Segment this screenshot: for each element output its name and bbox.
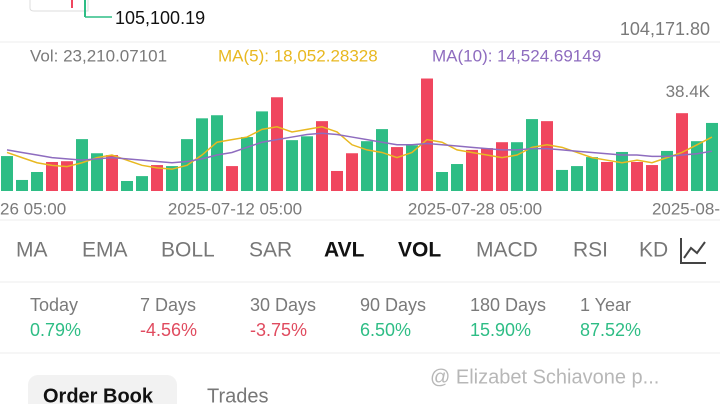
- volume-bar: [46, 161, 58, 191]
- volume-bar: [61, 161, 73, 191]
- volume-bar: [616, 151, 628, 191]
- chart-icon[interactable]: [680, 238, 706, 264]
- x-tick-label: 2025-07-28 05:00: [408, 199, 542, 218]
- x-tick-label: 2025-08-: [652, 199, 720, 218]
- volume-bar: [1, 156, 13, 191]
- indicator-tab[interactable]: BOLL: [161, 239, 215, 262]
- period-label: 180 Days: [470, 295, 546, 315]
- indicator-tab[interactable]: MA: [16, 239, 48, 262]
- x-tick-label: 2025-07-12 05:00: [168, 199, 302, 218]
- volume-bar: [151, 165, 163, 191]
- volume-bar: [421, 78, 433, 191]
- low-price: 105,100.19: [115, 8, 205, 28]
- volume-bar: [301, 136, 313, 191]
- volume-bar: [586, 157, 598, 191]
- volume-bar: [511, 142, 523, 191]
- volume-bar: [91, 153, 103, 191]
- volume-bar: [541, 121, 553, 191]
- indicator-tab[interactable]: RSI: [573, 239, 608, 262]
- y-tick-label: 38.4K: [666, 82, 711, 101]
- volume-bar: [436, 171, 448, 191]
- period-change: 15.90%: [470, 320, 531, 340]
- volume-bar: [451, 164, 463, 191]
- volume-bar: [211, 115, 223, 191]
- volume-bar: [601, 161, 613, 191]
- indicator-tab[interactable]: KD: [639, 239, 668, 262]
- volume-bar: [16, 179, 28, 191]
- volume-bar: [571, 166, 583, 191]
- vol-legend: Vol: 23,210.07101: [30, 46, 167, 65]
- volume-bar: [136, 176, 148, 191]
- indicator-tab[interactable]: VOL: [398, 239, 441, 262]
- period-change: 6.50%: [360, 320, 411, 340]
- volume-bar: [361, 141, 373, 191]
- indicator-tab[interactable]: EMA: [82, 239, 128, 262]
- volume-bar: [376, 129, 388, 191]
- indicator-tab[interactable]: AVL: [324, 239, 365, 262]
- volume-bar: [106, 155, 118, 191]
- period-change: -4.56%: [140, 320, 197, 340]
- period-label: Today: [30, 295, 78, 315]
- high-price: 104,171.80: [620, 19, 710, 39]
- indicator-tab[interactable]: MACD: [476, 239, 538, 262]
- period-change: -3.75%: [250, 320, 307, 340]
- volume-bar: [661, 150, 673, 191]
- order-book-tab-bg[interactable]: [28, 375, 177, 404]
- order-tab[interactable]: Order Book: [43, 385, 154, 404]
- period-label: 1 Year: [580, 295, 631, 315]
- period-change: 0.79%: [30, 320, 81, 340]
- volume-bar: [31, 171, 43, 191]
- volume-bar: [316, 121, 328, 191]
- volume-bar: [646, 165, 658, 191]
- volume-bar: [556, 169, 568, 191]
- period-label: 90 Days: [360, 295, 426, 315]
- tooltip-box: [29, 0, 89, 12]
- volume-bar: [286, 140, 298, 191]
- order-tab[interactable]: Trades: [207, 385, 269, 404]
- volume-bar: [406, 145, 418, 191]
- volume-bar: [526, 119, 538, 191]
- volume-bar: [466, 149, 478, 191]
- volume-bar: [481, 148, 493, 191]
- volume-bar: [631, 161, 643, 191]
- period-change: 87.52%: [580, 320, 641, 340]
- volume-bar: [226, 166, 238, 191]
- volume-bar: [166, 166, 178, 191]
- volume-bar: [496, 142, 508, 191]
- ma5-legend: MA(5): 18,052.28328: [218, 46, 378, 65]
- watermark: @ Elizabet Schiavone p...: [430, 366, 659, 388]
- volume-bar: [706, 122, 718, 191]
- ma10-line: [6, 132, 713, 164]
- ma10-legend: MA(10): 14,524.69149: [432, 46, 601, 65]
- volume-bar: [241, 137, 253, 191]
- volume-bar: [691, 141, 703, 191]
- volume-bar: [121, 180, 133, 191]
- volume-bar: [391, 147, 403, 191]
- indicator-tab[interactable]: SAR: [249, 239, 292, 262]
- x-tick-label: 26 05:00: [0, 199, 66, 218]
- volume-bar: [331, 170, 343, 191]
- period-label: 30 Days: [250, 295, 316, 315]
- period-label: 7 Days: [140, 295, 196, 315]
- volume-bar: [346, 153, 358, 191]
- volume-bar: [256, 111, 268, 191]
- volume-bar: [76, 139, 88, 191]
- volume-bar: [271, 97, 283, 191]
